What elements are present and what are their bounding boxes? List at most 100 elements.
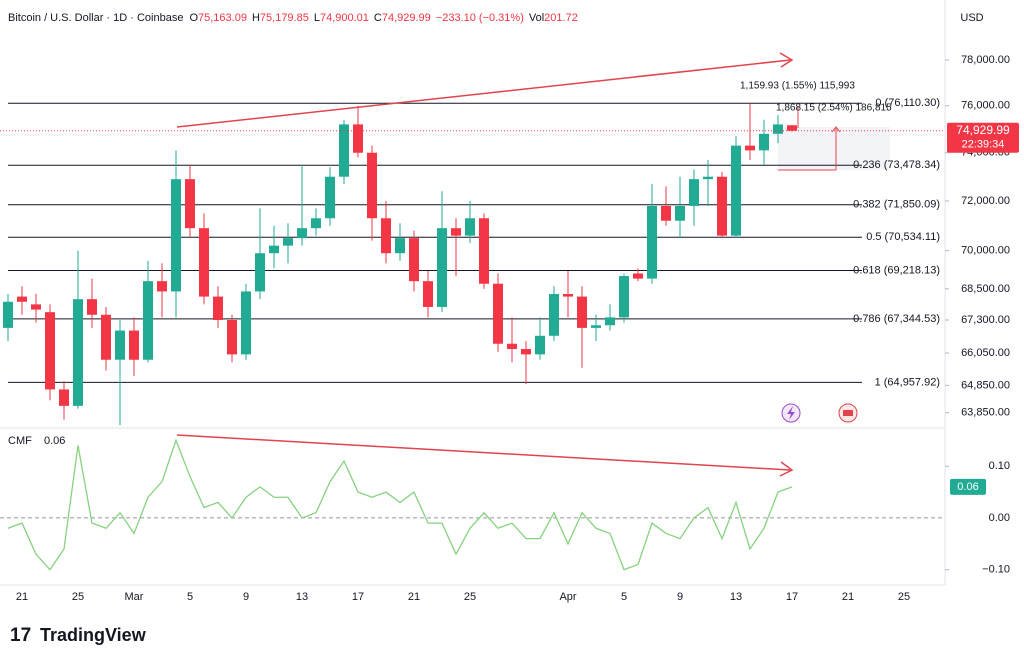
x-tick-label: 9 [243, 591, 249, 603]
measure-label: 1,868.15 (2.54%) 186,815 [776, 103, 892, 114]
indicator-value: 0.06 [44, 435, 65, 447]
x-tick-label: 25 [72, 591, 84, 603]
y-tick-label: 0.10 [989, 460, 1010, 472]
candle-body [3, 301, 13, 328]
candle-body [395, 238, 405, 254]
fib-label: 0.5 (70,534.11) [866, 231, 940, 243]
vol-value: 201.72 [544, 12, 578, 24]
candle-body [45, 312, 55, 390]
x-tick-label: 17 [352, 591, 364, 603]
candle-body [549, 294, 559, 336]
x-tick-label: 21 [16, 591, 28, 603]
candle-body [129, 330, 139, 360]
brand: TradingView [40, 625, 147, 645]
y-tick-label: 78,000.00 [961, 54, 1010, 66]
candle-body [87, 299, 97, 315]
measure-arrow [831, 126, 841, 133]
candle-body [689, 179, 699, 206]
y-tick-label: 76,000.00 [961, 100, 1010, 112]
x-tick-label: 5 [621, 591, 627, 603]
candle-body [619, 276, 629, 318]
y-tick-label: 68,500.00 [961, 283, 1010, 295]
trend-line [176, 59, 791, 128]
x-tick-label: 13 [730, 591, 742, 603]
close-value: 74,929.99 [382, 12, 431, 24]
candle-body [521, 349, 531, 355]
candle-body [73, 299, 83, 406]
fib-label: 0 (76,110.30) [875, 97, 940, 109]
y-tick-label: 63,850.00 [961, 407, 1010, 419]
vol-label: Vol [529, 12, 544, 24]
candle-body [31, 304, 41, 310]
o-label: O [189, 12, 198, 24]
x-tick-label: 17 [786, 591, 798, 603]
candle-body [479, 218, 489, 284]
h-label: H [252, 12, 260, 24]
candle-body [591, 325, 601, 328]
y-tick-label: 0.00 [989, 512, 1010, 524]
candle-body [423, 281, 433, 307]
change: −233.10 (−0.31%) [436, 12, 524, 24]
candle-body [717, 176, 727, 236]
header: Bitcoin / U.S. Dollar · 1D · Coinbase O 75… [8, 12, 578, 24]
candle-body [115, 330, 125, 360]
candle-body [59, 389, 69, 406]
candle-body [353, 124, 363, 153]
candle-body [409, 238, 419, 282]
x-tick-label: 25 [464, 591, 476, 603]
measure-area [778, 127, 890, 170]
candle-body [185, 179, 195, 229]
fib-label: 1 (64,957.92) [875, 376, 940, 388]
candle-body [605, 317, 615, 326]
x-tick-label: 9 [677, 591, 683, 603]
candle-body [241, 291, 251, 355]
candle-body [577, 296, 587, 328]
indicator-title: CMF [8, 435, 32, 447]
candle-body [745, 145, 755, 151]
x-tick-label: 21 [842, 591, 854, 603]
candle-body [759, 133, 769, 151]
high-value: 75,179.85 [260, 12, 309, 24]
fib-label: 0.236 (73,478.34) [853, 159, 940, 171]
cmf-line [7, 438, 793, 571]
x-tick-label: 21 [408, 591, 420, 603]
candle-body [731, 145, 741, 236]
candle-body [367, 152, 377, 219]
candle-body [269, 245, 279, 254]
candle-body [311, 218, 321, 229]
plot: 0 (76,110.30) 0.236 (73,478.34) 0.382 (71,… [0, 59, 949, 571]
candle-body [437, 228, 447, 307]
candle-body [255, 253, 265, 292]
value-tag-label: 0.06 [957, 481, 978, 493]
candle-body [675, 205, 685, 221]
x-tick-label: 5 [187, 591, 193, 603]
candle-body [199, 228, 209, 297]
candle-body [563, 294, 573, 297]
l-label: L [314, 12, 320, 24]
candle-body [465, 218, 475, 236]
candle-body [101, 314, 111, 360]
fib-label: 0.382 (71,850.09) [853, 199, 940, 211]
y-tick-label: 72,000.00 [961, 195, 1010, 207]
low-value: 74,900.01 [320, 12, 369, 24]
candle-body [143, 281, 153, 360]
candle-body [297, 228, 307, 239]
candle-body [703, 176, 713, 180]
candle-body [661, 205, 671, 221]
arrow-head [779, 52, 794, 68]
price-tag [947, 122, 1019, 153]
logo-mark: 17 [10, 625, 31, 646]
currency: USD [960, 12, 983, 24]
candle-body [633, 273, 643, 279]
symbol: Bitcoin / U.S. Dollar · 1D · Coinbase [8, 12, 183, 24]
y-tick-label: 66,050.00 [961, 347, 1010, 359]
candle-body [283, 238, 293, 246]
candle-body [647, 205, 657, 279]
y-tick-label: 67,300.00 [961, 314, 1010, 326]
y-tick-label: 70,000.00 [961, 245, 1010, 257]
candle-body [773, 124, 783, 134]
x-tick-label: 25 [898, 591, 910, 603]
price-tag-value: 74,929.99 [956, 123, 1010, 137]
y-tick-label: −0.10 [982, 564, 1010, 576]
